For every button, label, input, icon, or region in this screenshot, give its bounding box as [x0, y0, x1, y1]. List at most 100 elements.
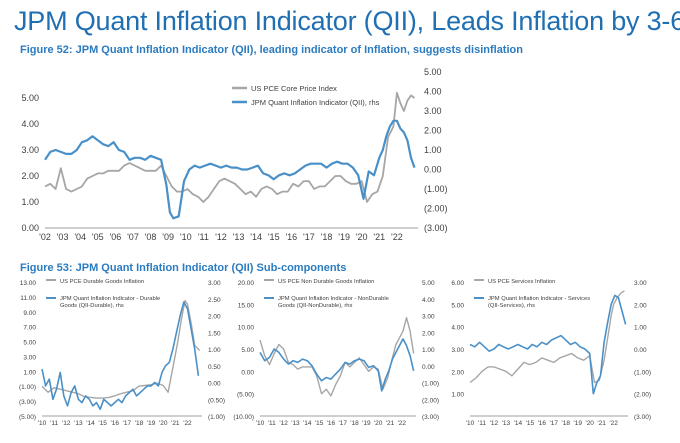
- right-axis-tick-label: 0.00: [422, 364, 435, 371]
- right-axis-tick-label: (2.00): [424, 204, 448, 214]
- x-axis-tick-label: '09: [162, 232, 174, 242]
- right-axis-tick-label: 3.00: [208, 280, 221, 287]
- page-title: JPM Quant Inflation Indicator (QII), Lea…: [14, 6, 680, 36]
- x-axis-tick-label: '21: [373, 232, 385, 242]
- x-axis-tick-label: '18: [562, 420, 571, 427]
- right-axis-tick-label: 0.00: [208, 381, 221, 388]
- x-axis-tick-label: '17: [338, 420, 347, 427]
- x-axis-tick-label: '22: [183, 420, 192, 427]
- x-axis-tick-label: '16: [327, 420, 336, 427]
- right-axis-tick-label: 5.00: [424, 67, 442, 77]
- right-axis-tick-label: (1.00): [424, 184, 448, 194]
- left-axis-tick-label: 5.00: [241, 347, 254, 354]
- x-axis-tick-label: '22: [398, 420, 407, 427]
- right-axis-tick-label: 0.00: [634, 347, 647, 354]
- x-axis-tick-label: '12: [62, 420, 71, 427]
- series-line: [44, 119, 416, 220]
- right-axis-tick-label: (3.00): [424, 223, 448, 233]
- right-axis-tick-label: (1.00): [208, 414, 225, 421]
- left-axis-tick-label: 20.00: [238, 280, 255, 287]
- right-axis-tick-label: (1.00): [422, 381, 439, 388]
- legend-label: JPM Quant Inflation Indicator - Durable G…: [60, 296, 160, 309]
- x-axis-tick-label: '19: [362, 420, 371, 427]
- x-axis-tick-label: '14: [250, 232, 262, 242]
- x-axis-tick-label: '18: [321, 232, 333, 242]
- left-axis-tick-label: (5.00): [19, 414, 36, 421]
- left-axis-tick-label: 6.00: [451, 280, 464, 287]
- left-axis-tick-label: 0.00: [21, 223, 39, 233]
- right-axis-tick-label: 1.50: [208, 330, 221, 337]
- left-axis-tick-label: 3.00: [23, 354, 36, 361]
- right-axis-tick-label: (3.00): [634, 414, 651, 421]
- x-axis-tick-label: '11: [198, 232, 209, 242]
- right-axis-tick-label: 3.00: [634, 280, 647, 287]
- x-axis-tick-label: '10: [256, 420, 265, 427]
- right-axis-tick-label: (3.00): [422, 414, 439, 421]
- left-axis-tick-label: 0.00: [241, 369, 254, 376]
- x-axis-tick-label: '10: [38, 420, 47, 427]
- x-axis-tick-label: '15: [98, 420, 107, 427]
- right-axis-tick-label: 0.00: [424, 165, 442, 175]
- x-axis-tick-label: '15: [268, 232, 280, 242]
- x-axis-tick-label: '11: [268, 420, 276, 427]
- right-axis-tick-label: (1.00): [634, 369, 651, 376]
- left-axis-tick-label: 2.00: [21, 171, 39, 181]
- legend-label: JPM Quant Inflation Indicator (QII), rhs: [251, 98, 380, 107]
- legend-label: US PCE Services Inflation: [488, 279, 555, 285]
- x-axis-tick-label: '16: [110, 420, 119, 427]
- legend-label: JPM Quant Inflation Indicator - Services…: [488, 296, 590, 309]
- legend-label: JPM Quant Inflation Indicator - NonDurab…: [278, 296, 389, 309]
- left-axis-tick-label: 1.00: [451, 392, 464, 399]
- x-axis-tick-label: '13: [74, 420, 83, 427]
- left-axis-tick-label: 3.00: [21, 145, 39, 155]
- legend-label: US PCE Core Price Index: [251, 84, 337, 93]
- left-axis-tick-label: 1.00: [21, 197, 39, 207]
- x-axis-tick-label: '10: [466, 420, 475, 427]
- left-axis-tick-label: (3.00): [19, 399, 36, 406]
- x-axis-tick-label: '15: [315, 420, 324, 427]
- x-axis-tick-label: '14: [303, 420, 312, 427]
- x-axis-tick-label: '17: [303, 232, 315, 242]
- right-axis-tick-label: (2.00): [422, 397, 439, 404]
- left-axis-tick-label: 10.00: [238, 325, 255, 332]
- left-axis-tick-label: (5.00): [237, 392, 254, 399]
- x-axis-tick-label: '06: [110, 232, 122, 242]
- series-line: [469, 294, 627, 395]
- x-axis-tick-label: '18: [135, 420, 144, 427]
- x-axis-tick-label: '14: [514, 420, 523, 427]
- x-axis-tick-label: '08: [145, 232, 157, 242]
- x-axis-tick-label: '20: [585, 420, 594, 427]
- left-axis-tick-label: 5.00: [23, 340, 36, 347]
- right-axis-tick-label: 0.50: [208, 364, 221, 371]
- right-axis-tick-label: 2.50: [208, 297, 221, 304]
- series-line: [44, 91, 416, 203]
- series-line: [469, 290, 625, 384]
- x-axis-tick-label: '16: [285, 232, 297, 242]
- series-line: [41, 301, 200, 411]
- left-axis-tick-label: 2.00: [451, 369, 464, 376]
- x-axis-tick-label: '20: [374, 420, 383, 427]
- x-axis-tick-label: '04: [74, 232, 86, 242]
- x-axis-tick-label: '17: [550, 420, 559, 427]
- x-axis-tick-label: '19: [573, 420, 582, 427]
- figure-52-title: Figure 52: JPM Quant Inflation Indicator…: [20, 44, 523, 56]
- left-axis-tick-label: 3.00: [451, 347, 464, 354]
- right-axis-tick-label: 4.00: [422, 297, 435, 304]
- x-axis-tick-label: '11: [478, 420, 486, 427]
- left-axis-tick-label: 4.00: [451, 325, 464, 332]
- x-axis-tick-label: '19: [338, 232, 350, 242]
- x-axis-tick-label: '18: [350, 420, 359, 427]
- x-axis-tick-label: '14: [86, 420, 95, 427]
- right-axis-tick-label: 1.00: [208, 347, 221, 354]
- right-axis-tick-label: 1.00: [634, 325, 647, 332]
- right-axis-tick-label: 1.00: [422, 347, 435, 354]
- left-axis-tick-label: 5.00: [21, 93, 39, 103]
- x-axis-tick-label: '20: [356, 232, 368, 242]
- x-axis-tick-label: '07: [127, 232, 139, 242]
- x-axis-tick-label: '22: [609, 420, 618, 427]
- x-axis-tick-label: '15: [526, 420, 535, 427]
- x-axis-tick-label: '12: [215, 232, 227, 242]
- right-axis-tick-label: 3.00: [422, 314, 435, 321]
- legend-label: US PCE Non Durable Goods Inflation: [278, 279, 374, 285]
